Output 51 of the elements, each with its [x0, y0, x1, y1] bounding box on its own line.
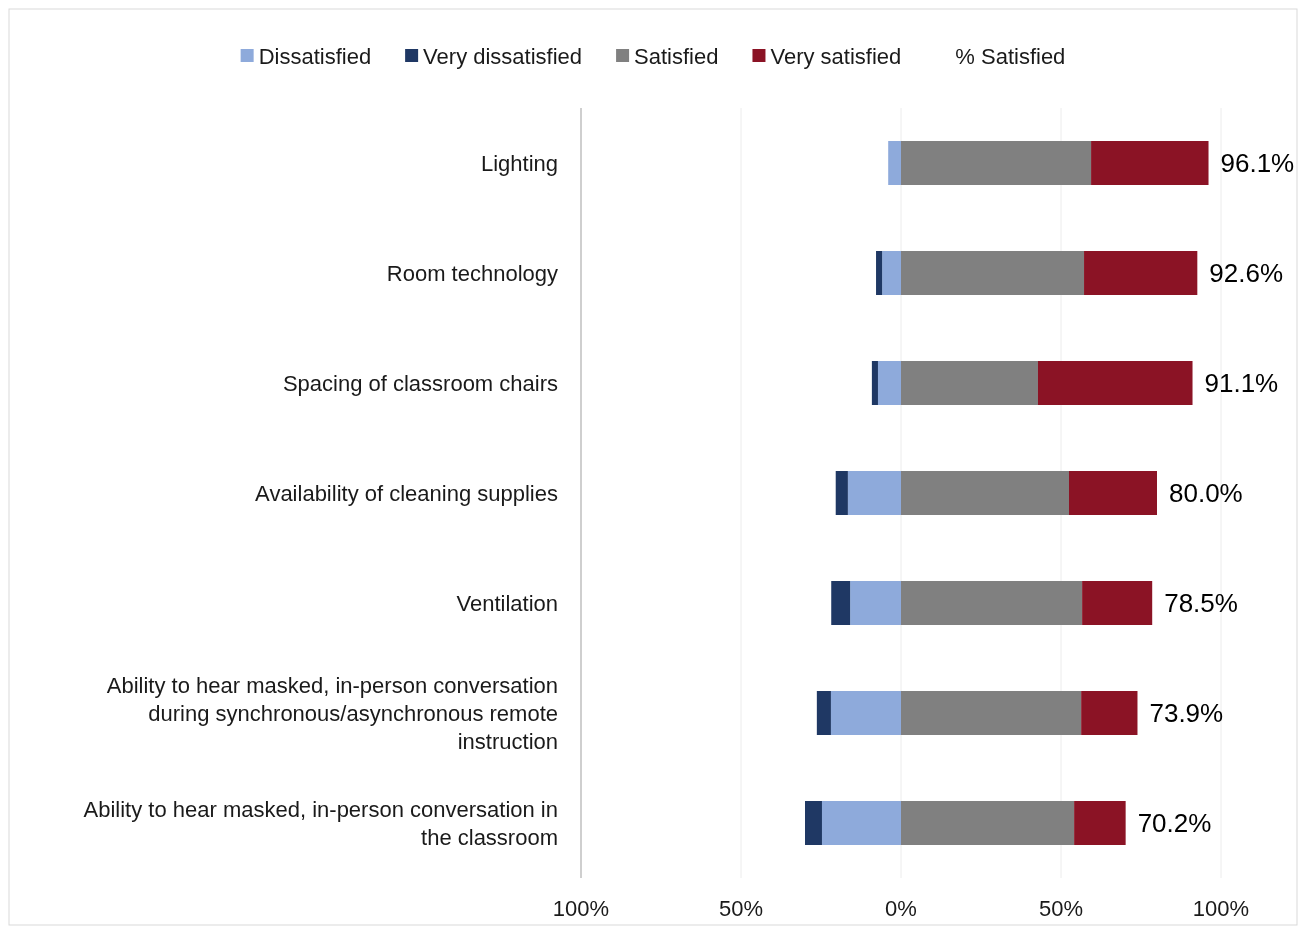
bar [831, 581, 851, 625]
bar [1091, 141, 1209, 185]
x-tick-label: 100% [1192, 896, 1250, 921]
x-tick-label: 0% [885, 896, 917, 921]
legend-label: Dissatisfied [258, 43, 372, 69]
bar [1082, 581, 1153, 625]
y-tick-label: Ability to hear masked, in-person conversation during synchronous/asynchronous remote instruction [106, 672, 559, 754]
bar [847, 471, 901, 515]
annotation: 96.1% [1220, 148, 1295, 179]
bar [901, 141, 1092, 185]
bar [1074, 801, 1126, 845]
y-tick-label: Lighting [480, 150, 559, 176]
bar [901, 691, 1082, 735]
annotation: 80.0% [1169, 478, 1243, 509]
bar [850, 581, 901, 625]
x-tick-label: 50% [718, 896, 764, 921]
bar [1069, 471, 1157, 515]
x-tick-label: 50% [1038, 896, 1084, 921]
bar [1084, 251, 1198, 295]
legend-label: Very dissatisfied [423, 43, 583, 69]
bar [901, 801, 1075, 845]
bar [877, 361, 901, 405]
annotation: 78.5% [1164, 588, 1238, 619]
bar [835, 471, 848, 515]
bar [876, 251, 883, 295]
legend-title: % Satisfied [955, 43, 1066, 69]
bar [901, 581, 1083, 625]
x-tick-label: 100% [552, 896, 610, 921]
y-tick-label: Spacing of classroom chairs [282, 370, 558, 396]
bar [821, 801, 901, 845]
annotation: 92.6% [1209, 258, 1284, 289]
y-tick-label: Ventilation [456, 590, 558, 616]
bar [901, 471, 1069, 515]
bar [888, 141, 901, 185]
annotation: 70.2% [1137, 808, 1212, 839]
bar [871, 361, 878, 405]
bar [882, 251, 901, 295]
annotation: 91.1% [1204, 368, 1279, 399]
bar [805, 801, 822, 845]
legend-label: Very satisfied [770, 43, 902, 69]
y-tick-label: Ability to hear masked, in-person conversation in the classroom [83, 796, 559, 850]
bar [816, 691, 831, 735]
bar [901, 361, 1038, 405]
annotation: 73.9% [1149, 698, 1224, 729]
bar [1037, 361, 1193, 405]
bar [830, 691, 901, 735]
bar [1081, 691, 1138, 735]
legend-label: Satisfied [634, 43, 719, 69]
y-tick-label: Room technology [386, 260, 558, 286]
y-tick-label: Availability of cleaning supplies [255, 480, 558, 506]
bar [901, 251, 1085, 295]
